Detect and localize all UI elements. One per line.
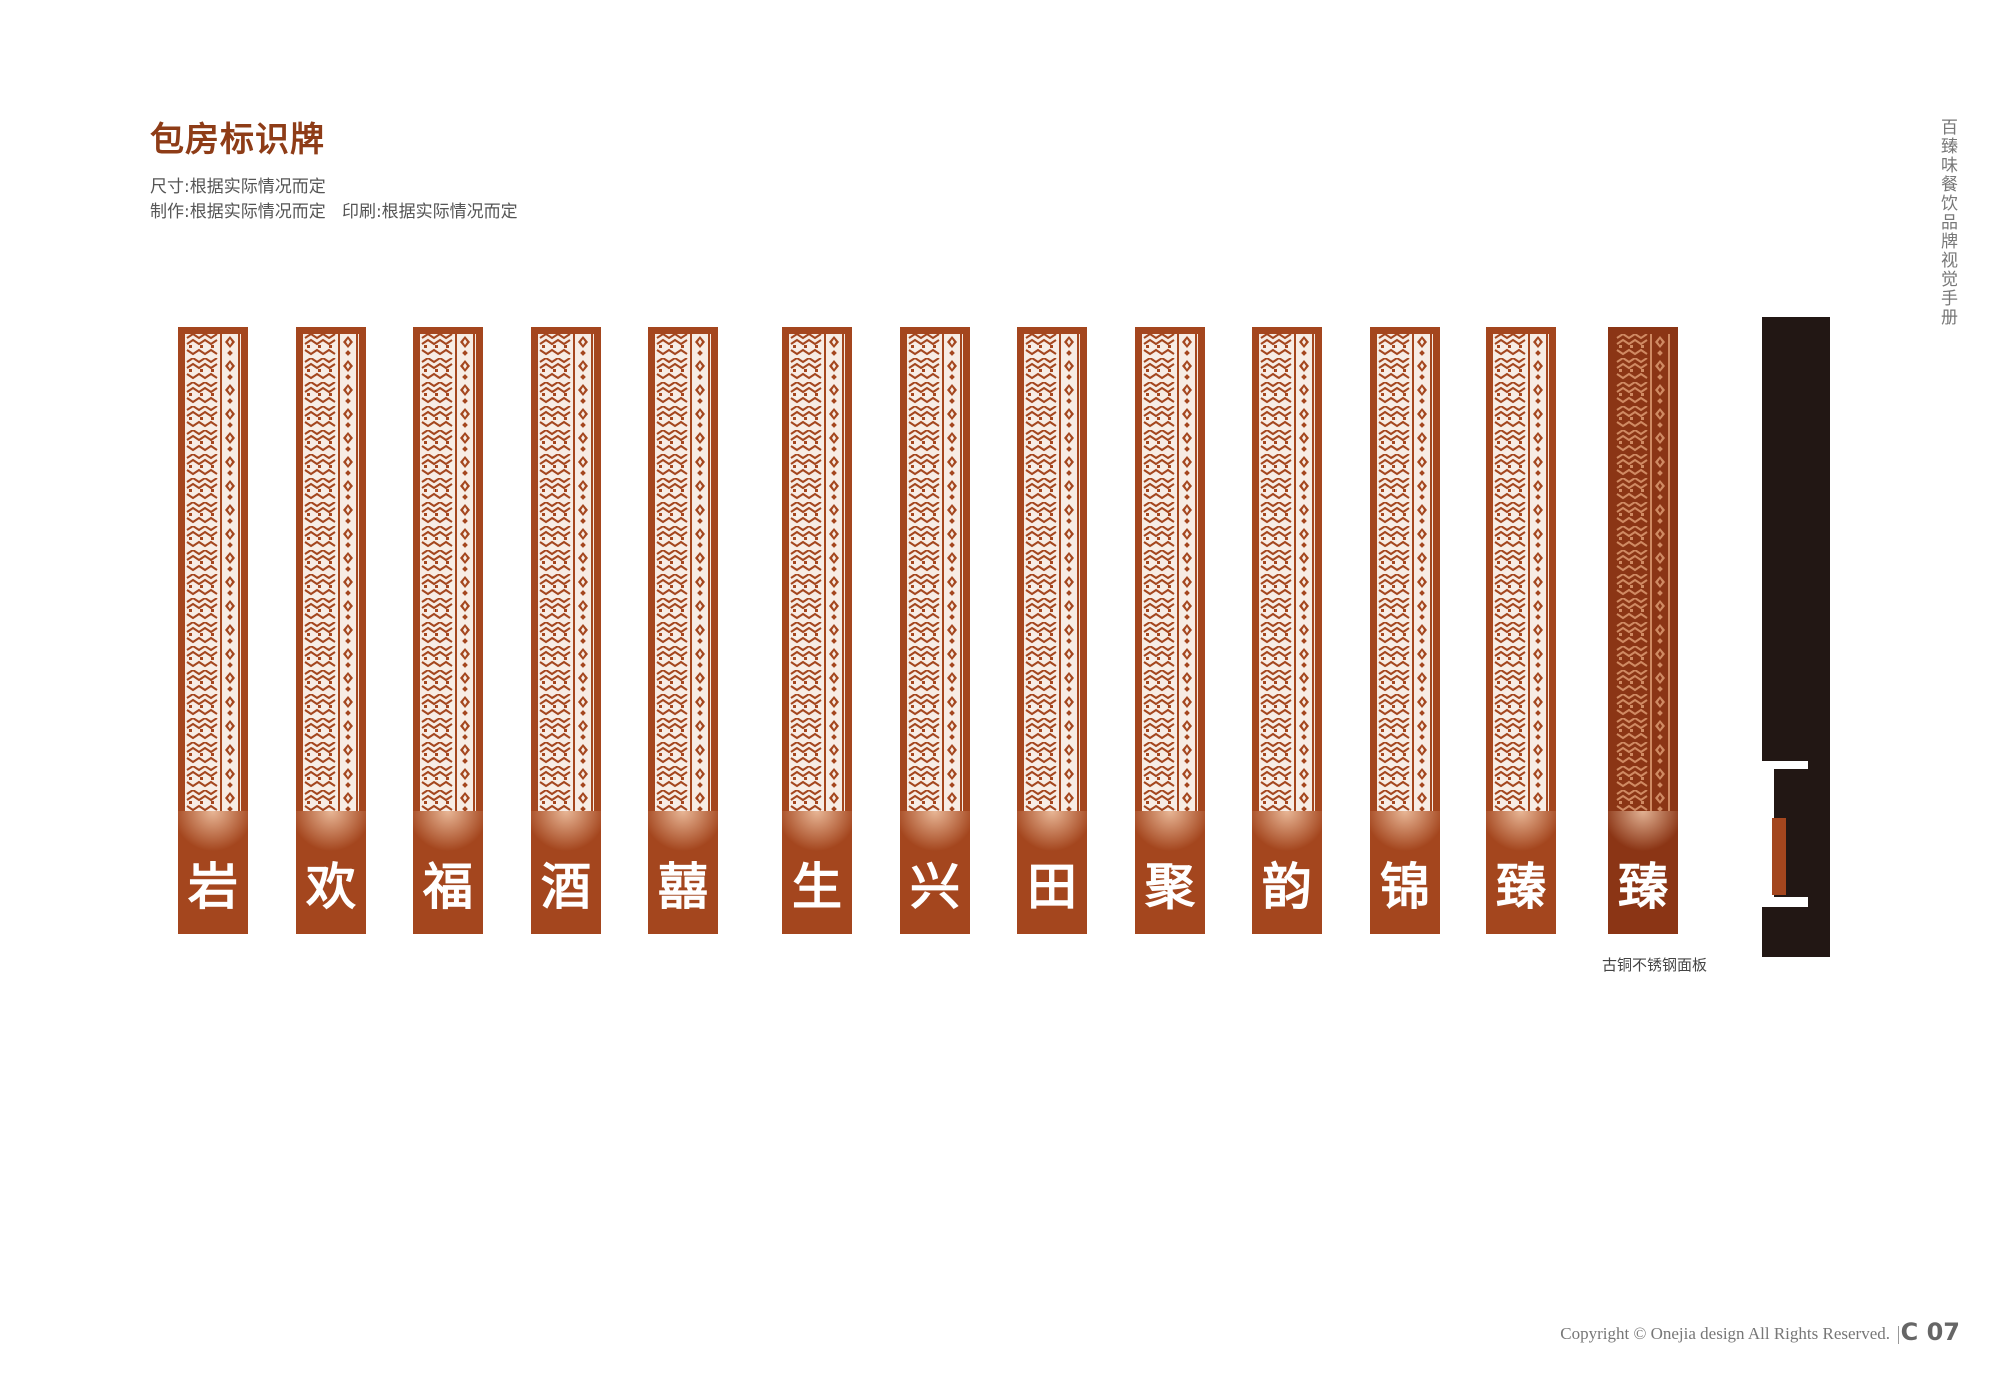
light-glow [531, 811, 601, 934]
light-glow [1252, 811, 1322, 934]
room-name: 锦 [1380, 858, 1430, 916]
light-glow [648, 811, 718, 934]
footer-divider [1898, 1326, 1899, 1344]
light-glow [296, 811, 366, 934]
light-glow [178, 811, 248, 934]
room-sign: 田 [1017, 327, 1087, 934]
copyright: Copyright © Onejia design All Rights Res… [1560, 1324, 1890, 1343]
room-name: 酒 [541, 858, 591, 916]
ethnic-pattern-panel [538, 334, 594, 811]
light-glow [900, 811, 970, 934]
room-name: 生 [792, 858, 842, 916]
room-name: 臻 [1496, 858, 1546, 916]
room-name: 臻 [1618, 858, 1668, 916]
ethnic-pattern-panel [1259, 334, 1315, 811]
light-glow [1017, 811, 1087, 934]
light-glow [413, 811, 483, 934]
page-number: C 07 [1900, 1318, 1960, 1346]
spec-size: 尺寸:根据实际情况而定 [150, 177, 326, 197]
ethnic-pattern-panel [1615, 334, 1671, 811]
room-sign: 兴 [900, 327, 970, 934]
room-sign: 锦 [1370, 327, 1440, 934]
ethnic-pattern-panel [907, 334, 963, 811]
room-name: 囍 [658, 858, 708, 916]
sign-side-profile [1762, 317, 1830, 957]
room-sign: 韵 [1252, 327, 1322, 934]
light-glow [1135, 811, 1205, 934]
room-sign: 臻 [1486, 327, 1556, 934]
room-sign: 酒 [531, 327, 601, 934]
ethnic-pattern-panel [655, 334, 711, 811]
ethnic-pattern-panel [185, 334, 241, 811]
room-sign-bronze: 臻 [1608, 327, 1678, 934]
light-glow [1486, 811, 1556, 934]
room-name: 岩 [188, 858, 238, 916]
ethnic-pattern-panel [1024, 334, 1080, 811]
light-glow [782, 811, 852, 934]
room-sign: 囍 [648, 327, 718, 934]
ethnic-pattern-panel [1377, 334, 1433, 811]
room-name: 聚 [1145, 858, 1195, 916]
room-sign: 福 [413, 327, 483, 934]
room-name: 福 [423, 858, 473, 916]
room-name: 田 [1027, 858, 1077, 916]
room-name: 兴 [910, 858, 960, 916]
spec-production: 制作:根据实际情况而定 印刷:根据实际情况而定 [150, 202, 518, 222]
ethnic-pattern-panel [1493, 334, 1549, 811]
material-caption: 古铜不锈钢面板 [1602, 956, 1708, 974]
room-name: 欢 [306, 858, 356, 916]
copper-panel-edge [1772, 818, 1786, 895]
room-sign: 生 [782, 327, 852, 934]
light-glow [1608, 811, 1678, 934]
light-glow [1370, 811, 1440, 934]
room-sign: 岩 [178, 327, 248, 934]
ethnic-pattern-panel [420, 334, 476, 811]
ethnic-pattern-panel [789, 334, 845, 811]
page-title: 包房标识牌 [150, 120, 325, 160]
room-sign: 欢 [296, 327, 366, 934]
ethnic-pattern-panel [303, 334, 359, 811]
ethnic-pattern-panel [1142, 334, 1198, 811]
room-name: 韵 [1262, 858, 1312, 916]
brand-manual-title: 百臻味餐饮品牌视觉手册 [1937, 118, 1957, 327]
room-sign: 聚 [1135, 327, 1205, 934]
